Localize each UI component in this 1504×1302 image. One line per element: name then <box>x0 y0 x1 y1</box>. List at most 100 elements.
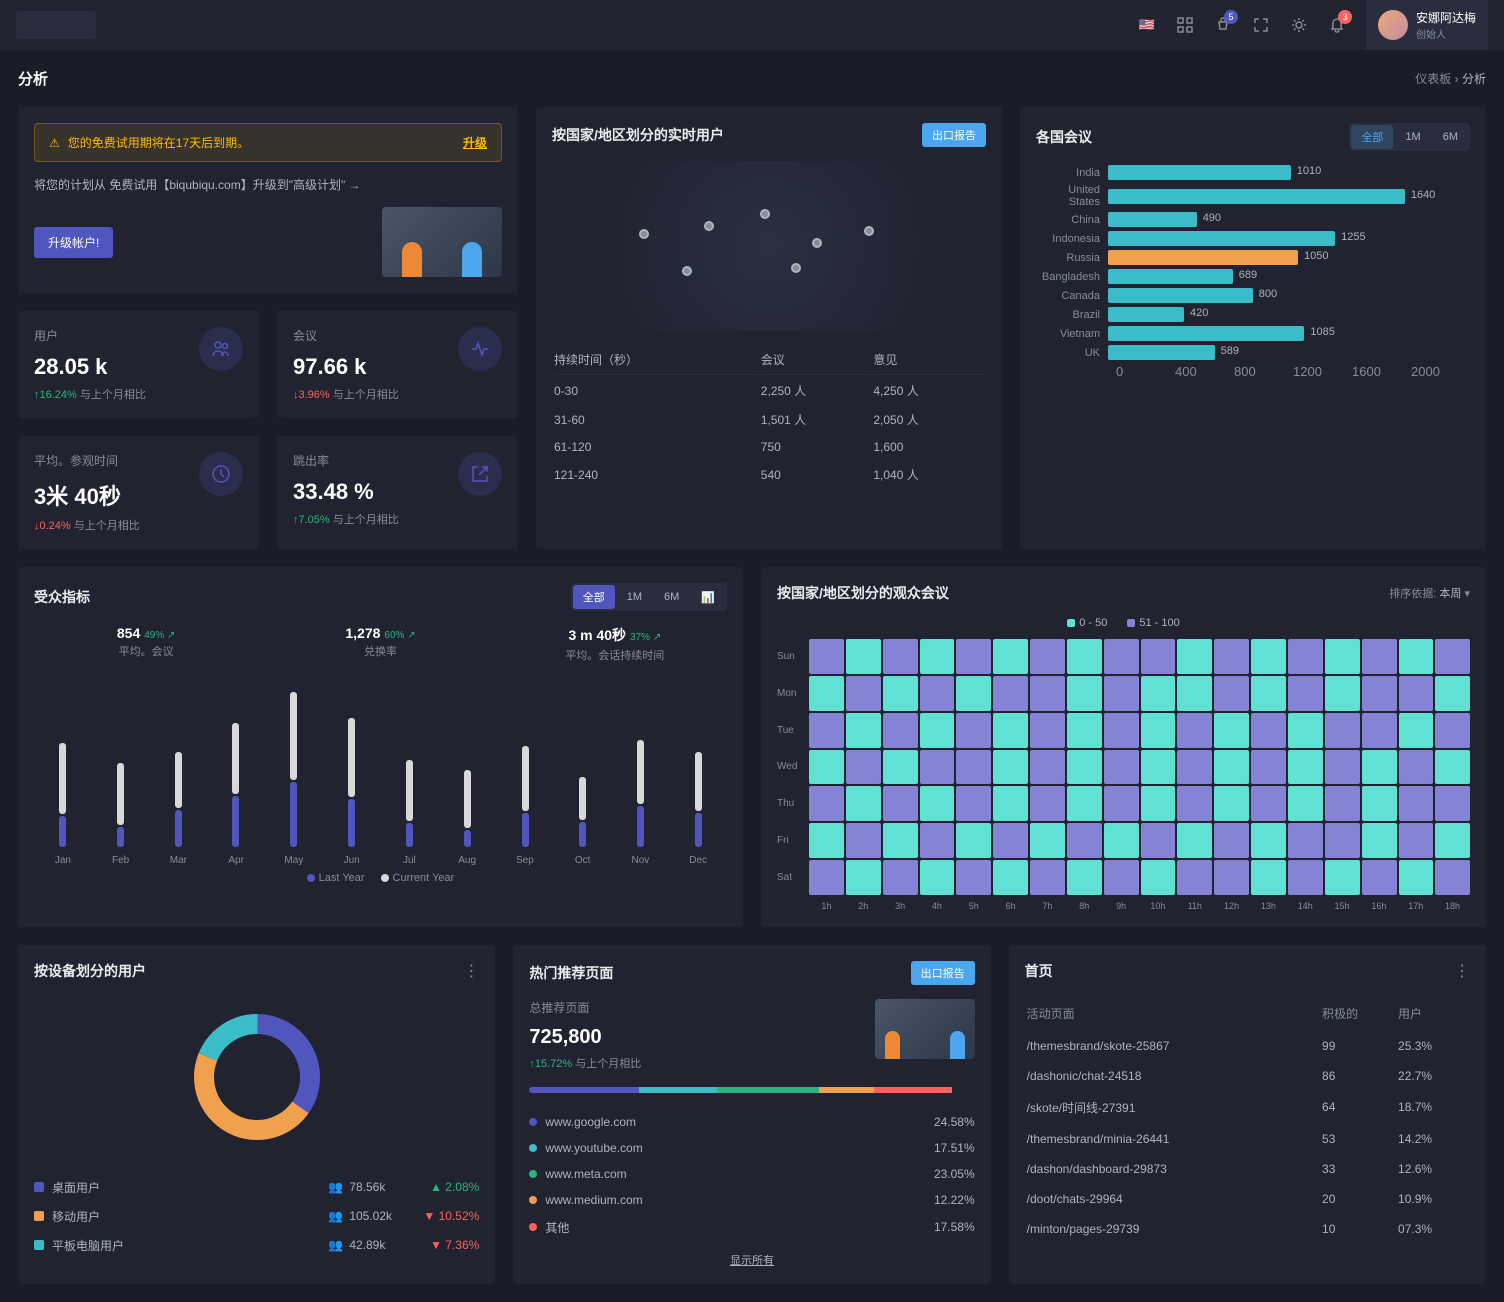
heat-cell <box>1104 823 1139 858</box>
heat-cell <box>920 823 955 858</box>
tab-全部[interactable]: 全部 <box>1351 125 1393 149</box>
metric: 1,27860% ↗ 兑换率 <box>268 625 492 663</box>
heat-cell <box>1177 676 1212 711</box>
heat-cell <box>956 639 991 674</box>
chart-type-icon[interactable]: 📊 <box>691 585 725 609</box>
grid-icon[interactable] <box>1168 8 1202 42</box>
heat-cell <box>1214 639 1249 674</box>
heat-cell <box>1214 750 1249 785</box>
flag-icon[interactable]: 🇺🇸 <box>1130 8 1164 42</box>
heat-cell <box>1362 786 1397 821</box>
tab-1M[interactable]: 1M <box>617 585 652 609</box>
clock-icon <box>199 452 243 496</box>
heat-cell <box>809 713 844 748</box>
bar-row: India 1010 <box>1036 165 1470 180</box>
bar-row: Brazil 420 <box>1036 307 1470 322</box>
heat-cell <box>1435 860 1470 895</box>
heat-cell <box>809 639 844 674</box>
heat-cell <box>956 823 991 858</box>
heat-cell <box>1104 786 1139 821</box>
heat-cell <box>809 750 844 785</box>
table-row[interactable]: /themesbrand/skote-258679925.3% <box>1027 1032 1468 1060</box>
world-map[interactable] <box>552 161 986 331</box>
fullscreen-icon[interactable] <box>1244 8 1278 42</box>
sort-dropdown[interactable]: 排序依据: 本周 ▾ <box>1389 585 1470 601</box>
cart-icon[interactable]: 5 <box>1206 8 1240 42</box>
device-row: 平板电脑用户 👥 42.89k ▼ 7.36% <box>34 1231 479 1260</box>
table-row[interactable]: /themesbrand/minia-264415314.2% <box>1027 1125 1468 1153</box>
heat-cell <box>1214 860 1249 895</box>
tab-6M[interactable]: 6M <box>1433 125 1468 149</box>
card-title: 按国家/地区划分的观众会议 <box>777 583 949 603</box>
upgrade-button[interactable]: 升级帐户! <box>34 227 113 258</box>
user-menu[interactable]: 安娜阿达梅 创始人 <box>1366 0 1488 50</box>
table-row[interactable]: /doot/chats-299642010.9% <box>1027 1185 1468 1213</box>
heat-cell <box>1177 639 1212 674</box>
topbar: 🇺🇸 5 3 安娜阿达梅 创始人 <box>0 0 1504 50</box>
bar-row: China 490 <box>1036 212 1470 227</box>
heat-cell <box>1288 639 1323 674</box>
export-button[interactable]: 出口报告 <box>911 961 975 985</box>
show-all-link[interactable]: 显示所有 <box>730 1255 774 1267</box>
table-row[interactable]: /minton/pages-297391007.3% <box>1027 1215 1468 1243</box>
heat-cell <box>993 823 1028 858</box>
crumb-parent[interactable]: 仪表板 <box>1415 72 1451 86</box>
audience-chart <box>34 677 727 847</box>
logo[interactable] <box>16 11 96 39</box>
total-label: 总推荐页面 <box>529 999 641 1016</box>
heat-cell <box>846 676 881 711</box>
heat-cell <box>883 823 918 858</box>
more-icon[interactable]: ⋮ <box>463 961 479 981</box>
more-icon[interactable]: ⋮ <box>1454 961 1470 981</box>
heat-cell <box>1030 750 1065 785</box>
users-icon: 👥 <box>328 1209 343 1223</box>
heat-cell <box>956 676 991 711</box>
heat-cell <box>1214 713 1249 748</box>
export-button[interactable]: 出口报告 <box>922 123 986 147</box>
heat-cell <box>1104 860 1139 895</box>
heat-cell <box>1030 713 1065 748</box>
bell-icon[interactable]: 3 <box>1320 8 1354 42</box>
metric: 3 m 40秒37% ↗ 平均。会话持续时间 <box>503 625 727 663</box>
heat-cell <box>1399 713 1434 748</box>
heat-cell <box>920 860 955 895</box>
heat-cell <box>1435 750 1470 785</box>
tab-6M[interactable]: 6M <box>654 585 689 609</box>
users-icon <box>199 327 243 371</box>
table-row[interactable]: /dashon/dashboard-298733312.6% <box>1027 1155 1468 1183</box>
promo-text: 将您的计划从 免费试用【biqubiqu.com】升级到"高级计划" → <box>34 176 502 193</box>
table-row: 121-2405401,040 人 <box>554 461 984 488</box>
audience-card: 受众指标 全部1M6M📊 85449% ↗ 平均。会议 1,27860% ↗ 兑… <box>18 567 743 927</box>
heat-cell <box>1325 713 1360 748</box>
theme-icon[interactable] <box>1282 8 1316 42</box>
heat-cell <box>1251 676 1286 711</box>
heat-cell <box>1177 786 1212 821</box>
heat-cell <box>1141 860 1176 895</box>
heat-cell <box>1141 639 1176 674</box>
heat-cell <box>1288 676 1323 711</box>
card-title: 热门推荐页面 <box>529 963 613 983</box>
external-icon <box>458 452 502 496</box>
heat-cell <box>883 786 918 821</box>
heat-cell <box>920 713 955 748</box>
table-row[interactable]: /dashonic/chat-245188622.7% <box>1027 1062 1468 1090</box>
page-title: 分析 <box>18 68 48 89</box>
alert-upgrade-link[interactable]: 升级 <box>463 134 487 151</box>
referral-illustration <box>875 999 975 1059</box>
table-row[interactable]: /skote/时间线-273916418.7% <box>1027 1092 1468 1123</box>
referral-row: 其他 17.58% <box>529 1213 974 1242</box>
heat-cell <box>1141 750 1176 785</box>
heat-cell <box>1251 786 1286 821</box>
bar-row: Vietnam 1085 <box>1036 326 1470 341</box>
heat-cell <box>1141 823 1176 858</box>
heat-cell <box>1104 639 1139 674</box>
tab-1M[interactable]: 1M <box>1395 125 1430 149</box>
heat-cell <box>1067 750 1102 785</box>
promo-illustration <box>382 207 502 277</box>
heat-cell <box>1067 823 1102 858</box>
heat-cell <box>809 860 844 895</box>
heat-cell <box>1177 713 1212 748</box>
tab-全部[interactable]: 全部 <box>573 585 615 609</box>
alert-text: 您的免费试用期将在17天后到期。 <box>68 134 249 151</box>
referral-bar <box>529 1087 974 1093</box>
